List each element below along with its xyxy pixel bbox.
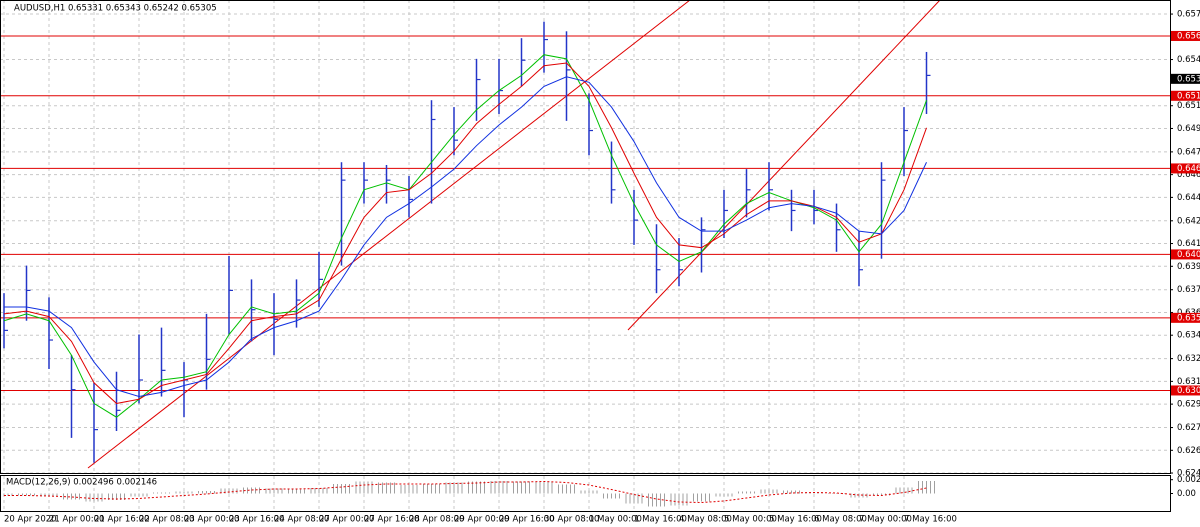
y-tick-label: 0.63275 (1177, 354, 1200, 364)
level-label: 0.63044 (1177, 386, 1200, 396)
macd-tick-label: 0.002761 (1177, 475, 1200, 485)
y-tick-label: 0.63110 (1177, 377, 1200, 387)
y-tick-label: 0.63445 (1177, 331, 1200, 341)
last-price-box (1171, 73, 1200, 84)
x-tick-label: 29 Apr 16:00 (499, 515, 554, 525)
x-tick-label: 23 Apr 16:00 (229, 515, 284, 525)
y-tick-label: 0.65110 (1177, 101, 1200, 111)
x-tick-label: 27 Apr 16:00 (364, 515, 419, 525)
moving-average (4, 76, 927, 398)
y-tick-label: 0.64610 (1177, 170, 1200, 180)
x-tick-label: 1 May 00:00 (589, 515, 642, 525)
y-tick-label: 0.62445 (1177, 469, 1200, 479)
x-tick-label: 4 May 08:00 (679, 515, 732, 525)
x-tick-label: 23 Apr 00:00 (184, 515, 239, 525)
y-tick-label: 0.65775 (1177, 10, 1200, 20)
trendline (627, 0, 941, 331)
moving-average (3, 62, 927, 404)
y-tick-label: 0.65445 (1177, 55, 1200, 65)
x-tick-label: 7 May 00:00 (859, 515, 912, 525)
x-tick-label: 1 May 16:00 (634, 515, 687, 525)
level-label-box (1171, 249, 1200, 260)
x-tick-label: 7 May 16:00 (904, 515, 957, 525)
y-tick-label: 0.64275 (1177, 216, 1200, 226)
y-tick-label: 0.62610 (1177, 446, 1200, 456)
chart-title: AUDUSD,H1 0.65331 0.65343 0.65242 0.6530… (14, 4, 217, 14)
x-tick-label: 27 Apr 00:00 (319, 515, 374, 525)
y-tick-label: 0.62775 (1177, 423, 1200, 433)
macd-label: MACD(12,26,9) 0.002496 0.002146 (6, 478, 157, 488)
y-tick-label: 0.62945 (1177, 400, 1200, 410)
level-label-box (1171, 312, 1200, 323)
level-label-box (1171, 163, 1200, 174)
x-tick-label: 20 Apr 2020 (4, 515, 57, 525)
last-price-label: 0.65305 (1177, 74, 1200, 84)
level-label: 0.65616 (1177, 31, 1200, 41)
y-tick-label: 0.64775 (1177, 147, 1200, 157)
level-label: 0.65182 (1177, 91, 1200, 101)
y-tick-label: 0.64110 (1177, 239, 1200, 249)
x-tick-label: 21 Apr 16:00 (94, 515, 149, 525)
level-label-box (1171, 30, 1200, 41)
x-tick-label: 28 Apr 08:00 (409, 515, 464, 525)
x-tick-label: 5 May 00:00 (724, 515, 777, 525)
x-tick-label: 21 Apr 00:00 (49, 515, 104, 525)
x-tick-label: 24 Apr 08:00 (274, 515, 329, 525)
moving-average (3, 54, 927, 418)
level-label: 0.64031 (1177, 250, 1200, 260)
x-tick-label: 5 May 16:00 (769, 515, 822, 525)
level-label-box (1171, 90, 1200, 101)
x-tick-label: 6 May 08:00 (814, 515, 867, 525)
macd-signal (4, 480, 927, 504)
x-tick-label: 22 Apr 08:00 (139, 515, 194, 525)
y-tick-label: 0.63775 (1177, 285, 1200, 295)
level-label: 0.63571 (1177, 313, 1200, 323)
y-tick-label: 0.63945 (1177, 262, 1200, 272)
level-label: 0.64655 (1177, 164, 1200, 174)
x-tick-label: 30 Apr 08:00 (544, 515, 599, 525)
y-tick-label: 0.64445 (1177, 193, 1200, 203)
level-label-box (1171, 385, 1200, 396)
y-tick-label: 0.64945 (1177, 124, 1200, 134)
macd-tick-label: 0.00 (1177, 489, 1196, 499)
x-tick-label: 29 Apr 00:00 (454, 515, 509, 525)
main-panel-border (0, 0, 1171, 474)
marks (0, 21, 1170, 507)
